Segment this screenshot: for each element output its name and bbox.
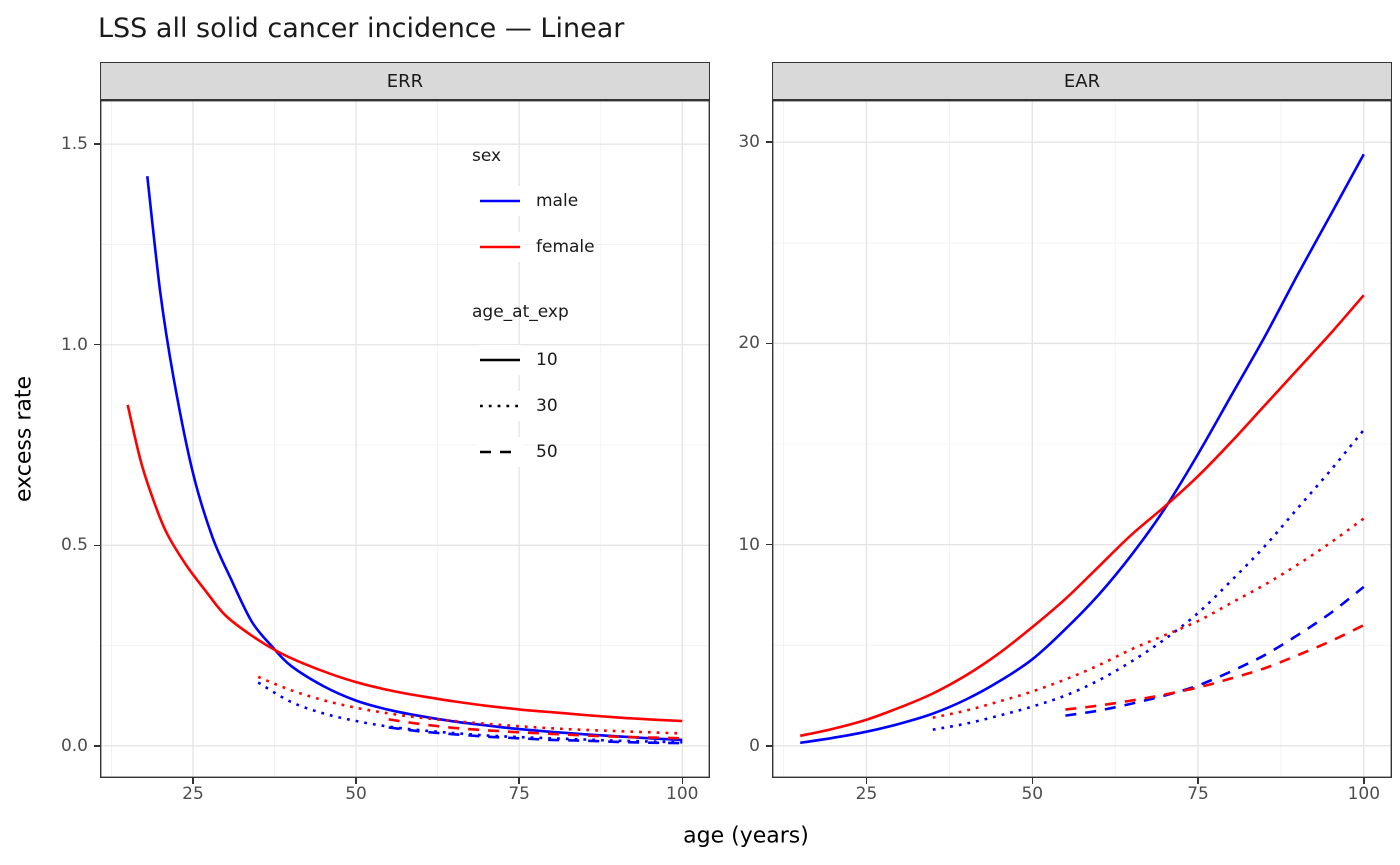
curve-female-10 [126, 404, 683, 723]
panel-border [772, 100, 1392, 778]
panel-ear [772, 100, 1392, 778]
legend-label-female: female [536, 237, 595, 257]
y-tick-mark [94, 745, 100, 747]
y-tick-label: 1.0 [60, 334, 88, 355]
x-tick-mark [518, 778, 520, 784]
x-tick-mark [1197, 778, 1199, 784]
panel-border [100, 100, 710, 778]
curve-male-10 [146, 176, 683, 742]
y-tick-label: 30 [738, 132, 760, 153]
y-tick-mark [94, 343, 100, 346]
x-tick-mark [681, 778, 684, 784]
x-tick-label: 100 [666, 784, 699, 804]
x-tick-mark [1363, 778, 1365, 784]
y-tick-label: 20 [738, 333, 760, 354]
facet-strip-err-label: ERR [386, 70, 424, 92]
legend-key-age-10 [478, 345, 522, 375]
legend-key-male [478, 186, 522, 216]
x-tick-label: 75 [1187, 784, 1209, 804]
legend-label-age-10: 10 [536, 350, 558, 370]
x-tick-label: 50 [345, 784, 367, 804]
legend-key-age-30 [478, 391, 522, 421]
y-tick-mark [94, 143, 100, 145]
curve-female-50 [388, 718, 683, 740]
y-tick-label: 0.0 [60, 735, 88, 756]
x-tick-label: 75 [508, 784, 530, 804]
facet-strip-err: ERR [100, 62, 710, 100]
curve-female-30 [932, 517, 1365, 719]
y-tick-mark [766, 745, 772, 747]
x-tick-label: 50 [1021, 784, 1044, 804]
y-tick-label: 0 [749, 735, 760, 756]
y-axis-title: excess rate [11, 375, 37, 503]
curve-female-50 [1065, 623, 1365, 711]
legend-label-age-30: 30 [536, 396, 558, 416]
x-axis-title: age (years) [683, 823, 809, 849]
y-tick-mark [766, 342, 772, 345]
y-tick-label: 1.5 [60, 134, 88, 155]
x-tick-label: 25 [855, 784, 878, 804]
panel-background [100, 100, 710, 778]
x-tick-mark [192, 778, 194, 784]
x-tick-label: 25 [182, 784, 204, 804]
y-tick-mark [766, 543, 772, 546]
x-tick-label: 100 [1347, 784, 1381, 804]
panel-background [772, 100, 1392, 778]
x-tick-mark [355, 778, 357, 784]
curve-male-10 [800, 153, 1365, 745]
facet-strip-ear: EAR [772, 62, 1392, 100]
legend-label-male: male [536, 191, 579, 211]
legend-label-age-50: 50 [536, 442, 558, 462]
x-tick-mark [1031, 778, 1034, 784]
curve-female-30 [257, 675, 683, 735]
y-tick-label: 0.5 [60, 535, 88, 556]
y-tick-mark [766, 141, 772, 143]
panel-err [100, 100, 710, 778]
legend-key-age-50 [478, 437, 522, 467]
curve-male-50 [1065, 585, 1365, 717]
x-tick-mark [865, 778, 868, 784]
legend-title-age-at-exp: age_at_exp [472, 302, 569, 322]
y-tick-mark [94, 544, 100, 547]
curve-male-30 [932, 429, 1365, 731]
legend-key-female [478, 232, 522, 262]
curve-female-10 [799, 294, 1365, 738]
facet-strip-ear-label: EAR [1063, 70, 1101, 92]
curve-male-50 [388, 726, 683, 745]
y-tick-label: 10 [738, 534, 760, 555]
legend-title-sex: sex [472, 146, 502, 166]
plot-title: LSS all solid cancer incidence — Linear [98, 13, 625, 44]
